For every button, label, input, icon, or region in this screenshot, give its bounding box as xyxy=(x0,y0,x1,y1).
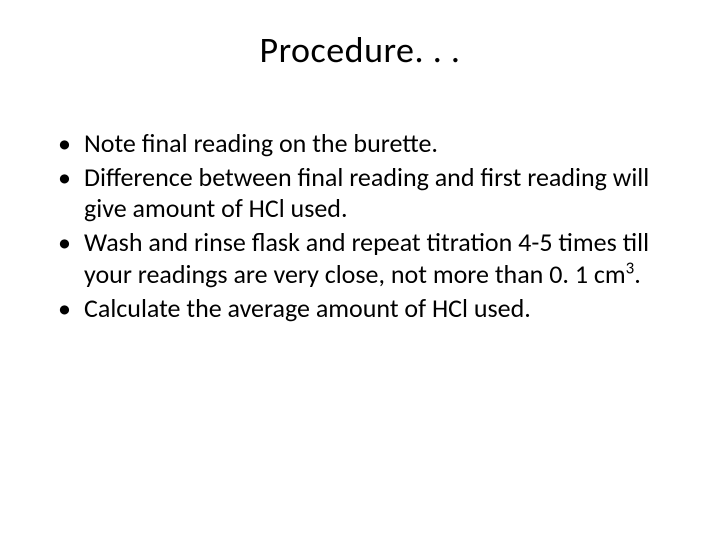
slide-title: Procedure. . . xyxy=(48,28,672,72)
superscript: 3 xyxy=(626,257,635,278)
bullet-list: Note final reading on the burette. Diffe… xyxy=(48,128,672,324)
list-item: Wash and rinse flask and repeat titratio… xyxy=(56,227,672,290)
bullet-text: Difference between final reading and fir… xyxy=(84,161,649,225)
bullet-text: Wash and rinse flask and repeat titratio… xyxy=(84,226,649,290)
bullet-text: Note final reading on the burette. xyxy=(84,127,438,159)
list-item: Calculate the average amount of HCl used… xyxy=(56,293,672,325)
list-item: Difference between final reading and fir… xyxy=(56,162,672,225)
bullet-trailing: . xyxy=(634,258,641,290)
bullet-text: Calculate the average amount of HCl used… xyxy=(84,292,531,324)
list-item: Note final reading on the burette. xyxy=(56,128,672,160)
